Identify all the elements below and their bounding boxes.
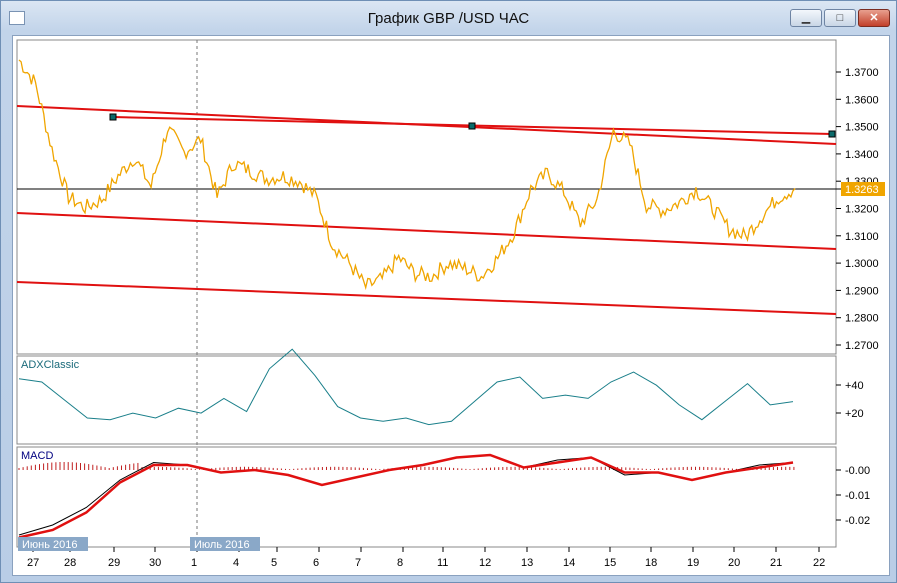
- price-tick-label: 1.3200: [845, 204, 879, 216]
- macd-signal-line: [18, 453, 794, 539]
- chart-area[interactable]: 1.37001.36001.35001.34001.33001.32001.31…: [12, 35, 890, 576]
- price-tick-label: 1.3700: [845, 67, 879, 79]
- macd-tick-label: -0.01: [845, 490, 870, 502]
- minimize-icon: ▁: [801, 12, 811, 24]
- period-tag-june: [18, 537, 88, 551]
- time-tick-label: 12: [479, 557, 491, 569]
- maximize-icon: □: [836, 12, 844, 24]
- time-tick-label: 13: [521, 557, 533, 569]
- time-tick-label: 20: [728, 557, 740, 569]
- chart-app-icon: [9, 11, 25, 25]
- price-tick-label: 1.2900: [845, 285, 879, 297]
- adx-tick-label: +40: [845, 380, 864, 392]
- adx-label: ADXClassic: [21, 359, 80, 371]
- period-tag-july-label: Июль 2016: [194, 539, 250, 551]
- time-tick-label: 15: [604, 557, 616, 569]
- macd-histogram: [18, 462, 795, 470]
- time-tick-label: 22: [813, 557, 825, 569]
- time-tick-label: 19: [687, 557, 699, 569]
- price-tick-label: 1.3500: [845, 122, 879, 134]
- channel-lower-line[interactable]: [16, 281, 837, 315]
- window-title: График GBP /USD ЧАС: [367, 10, 530, 27]
- adx-axis: +40 +20: [836, 380, 864, 420]
- time-tick-label: 14: [563, 557, 575, 569]
- adx-tick-label: +20: [845, 408, 864, 420]
- price-tick-label: 1.3100: [845, 231, 879, 243]
- time-tick-label: 21: [770, 557, 782, 569]
- adx-series-line: [18, 348, 794, 426]
- time-tick-label: 18: [645, 557, 657, 569]
- price-tick-label: 1.3600: [845, 94, 879, 106]
- chart-canvas[interactable]: 1.37001.36001.35001.34001.33001.32001.31…: [13, 36, 889, 575]
- close-button[interactable]: ✕: [858, 9, 890, 27]
- time-tick-label: 1: [191, 557, 197, 569]
- current-price-label: 1.3263: [845, 184, 879, 196]
- macd-tick-label: -0.00: [845, 465, 870, 477]
- macd-tick-label: -0.02: [845, 515, 870, 527]
- time-tick-label: 4: [233, 557, 239, 569]
- anchor-handle[interactable]: [828, 130, 836, 138]
- time-tick-label: 30: [149, 557, 161, 569]
- time-tick-label: 29: [108, 557, 120, 569]
- time-tick-label: 27: [27, 557, 39, 569]
- price-tick-label: 1.3000: [845, 258, 879, 270]
- macd-panel[interactable]: [16, 446, 837, 548]
- price-tick-label: 1.2700: [845, 340, 879, 352]
- minimize-button[interactable]: ▁: [790, 9, 822, 27]
- price-series-line: [18, 59, 796, 291]
- price-panel[interactable]: [16, 39, 837, 355]
- channel-lines[interactable]: [16, 105, 837, 315]
- close-icon: ✕: [869, 12, 879, 24]
- time-tick-label: 8: [397, 557, 403, 569]
- time-tick-label: 11: [437, 557, 448, 569]
- time-tick-label: 28: [64, 557, 76, 569]
- time-axis: 27 28 29 30 1 4 5 6 7 8 11 12 13 14 15 18 19 20 21 22: [27, 547, 825, 569]
- time-tick-label: 7: [355, 557, 361, 569]
- period-tag-july: [190, 537, 260, 551]
- channel-middle-line[interactable]: [16, 212, 837, 250]
- macd-axis: -0.00 -0.01 -0.02: [836, 465, 870, 527]
- time-tick-label: 6: [313, 557, 319, 569]
- anchor-handle[interactable]: [468, 122, 476, 130]
- current-price-tag: [841, 182, 885, 196]
- adx-panel[interactable]: [16, 355, 837, 445]
- macd-label: MACD: [21, 450, 53, 462]
- maximize-button[interactable]: □: [824, 9, 856, 27]
- period-tag-june-label: Июнь 2016: [22, 539, 78, 551]
- price-tick-label: 1.3400: [845, 149, 879, 161]
- price-tick-label: 1.2800: [845, 313, 879, 325]
- time-tick-label: 5: [271, 557, 277, 569]
- price-axis: 1.37001.36001.35001.34001.33001.32001.31…: [836, 67, 879, 352]
- anchor-handle[interactable]: [109, 113, 117, 121]
- title-bar[interactable]: График GBP /USD ЧАС ▁ □ ✕: [1, 1, 896, 35]
